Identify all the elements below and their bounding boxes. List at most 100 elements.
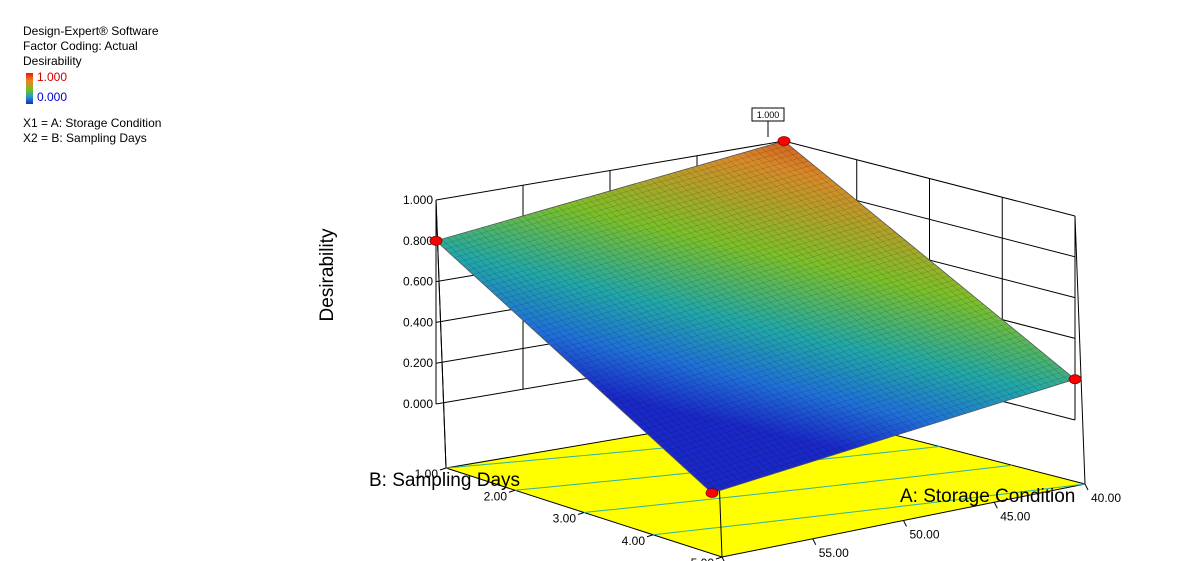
design-point bbox=[777, 136, 791, 146]
mesh-line bbox=[563, 203, 846, 452]
b-tick-mark bbox=[646, 534, 654, 538]
mesh-line bbox=[760, 147, 1051, 388]
a-tick-mark bbox=[721, 556, 725, 561]
mesh-line bbox=[534, 212, 816, 461]
mesh-line bbox=[447, 237, 725, 490]
mesh-line bbox=[619, 299, 979, 410]
z-tick-label: 0.600 bbox=[403, 275, 433, 289]
mesh-line bbox=[564, 251, 920, 359]
color-scale-max: 1.000 bbox=[37, 70, 68, 84]
mesh-line bbox=[587, 271, 945, 380]
mesh-line bbox=[665, 339, 1027, 452]
mesh-line bbox=[598, 194, 882, 441]
mesh-line bbox=[679, 170, 967, 414]
b-tick-label: 5.00 bbox=[691, 556, 715, 561]
b-tick-mark bbox=[577, 512, 585, 515]
mesh-line bbox=[440, 144, 789, 246]
z-tick-label: 0.000 bbox=[403, 397, 433, 411]
mesh-line bbox=[696, 165, 985, 408]
mesh-line bbox=[499, 222, 779, 473]
mesh-line bbox=[511, 218, 791, 469]
mesh-line bbox=[731, 155, 1021, 397]
mesh-line bbox=[679, 351, 1042, 464]
mesh-line bbox=[675, 347, 1037, 460]
mesh-line bbox=[560, 247, 916, 355]
mesh-line bbox=[491, 188, 843, 292]
mesh-line bbox=[476, 228, 755, 480]
contour-line bbox=[652, 483, 1086, 536]
mesh-line bbox=[604, 192, 888, 439]
design-point bbox=[705, 488, 719, 498]
mesh-line bbox=[627, 185, 912, 431]
mesh-line bbox=[638, 315, 998, 427]
color-scale-swatch bbox=[26, 73, 33, 104]
mesh-line bbox=[555, 243, 911, 351]
mesh-line bbox=[601, 283, 959, 393]
mesh-line bbox=[505, 220, 785, 471]
mesh-line bbox=[464, 232, 743, 484]
mesh-line bbox=[445, 148, 794, 250]
factor-x2-label: X2 = B: Sampling Days bbox=[23, 131, 147, 145]
max-value-flag: 1.000 bbox=[751, 107, 785, 137]
design-points bbox=[429, 136, 1082, 498]
a-tick-mark bbox=[903, 520, 907, 527]
frame-edge bbox=[1074, 215, 1086, 485]
a-tick-label: 45.00 bbox=[1000, 509, 1030, 523]
b-tick-label: 3.00 bbox=[553, 512, 577, 526]
z-tick-label: 0.400 bbox=[403, 315, 433, 329]
mesh-line bbox=[449, 152, 799, 254]
mesh-line bbox=[650, 179, 937, 424]
mesh-line bbox=[633, 311, 993, 422]
mesh-line bbox=[647, 323, 1008, 435]
mesh-line bbox=[504, 200, 857, 305]
factor-x1-label: X1 = A: Storage Condition bbox=[23, 116, 162, 130]
mesh-line bbox=[656, 177, 943, 422]
mesh-line bbox=[743, 152, 1033, 393]
mesh-line bbox=[575, 200, 858, 448]
mesh-line bbox=[500, 196, 852, 300]
mesh-line bbox=[481, 180, 833, 284]
a-axis-label: A: Storage Condition bbox=[900, 486, 1075, 507]
mesh-line bbox=[493, 223, 773, 475]
mesh-line bbox=[486, 184, 838, 288]
mesh-line bbox=[707, 374, 1071, 490]
response-label: Desirability bbox=[23, 54, 82, 68]
mesh-line bbox=[540, 210, 822, 460]
a-tick-mark bbox=[993, 502, 998, 509]
b-tick-label: 4.00 bbox=[622, 534, 646, 548]
mesh-line bbox=[624, 303, 983, 414]
mesh-line bbox=[596, 279, 954, 389]
mesh-line bbox=[688, 359, 1051, 473]
mesh-line bbox=[477, 176, 828, 279]
mesh-line bbox=[472, 172, 823, 275]
a-tick-mark bbox=[1084, 483, 1089, 491]
mesh-line bbox=[702, 370, 1066, 485]
a-tick-label: 40.00 bbox=[1091, 491, 1121, 505]
mesh-line bbox=[551, 207, 834, 456]
mesh-line bbox=[518, 212, 872, 317]
z-axis-label: Desirability bbox=[317, 228, 338, 321]
mesh-line bbox=[673, 172, 961, 416]
mesh-line bbox=[468, 168, 819, 271]
mesh-line bbox=[638, 182, 924, 427]
mesh-line bbox=[661, 335, 1022, 448]
mesh-line bbox=[737, 154, 1027, 395]
a-tick-label: 50.00 bbox=[910, 528, 940, 542]
mesh-line bbox=[702, 164, 991, 406]
z-tick-label: 0.200 bbox=[403, 356, 433, 370]
mesh-line bbox=[725, 157, 1015, 399]
mesh-line bbox=[652, 327, 1013, 439]
mesh-line bbox=[667, 174, 955, 418]
mesh-line bbox=[592, 195, 876, 443]
mesh-line bbox=[642, 319, 1003, 431]
surface-mesh bbox=[440, 142, 1071, 492]
mesh-line bbox=[527, 220, 882, 326]
b-tick-mark bbox=[715, 556, 723, 560]
mesh-line bbox=[550, 239, 906, 347]
z-tick-label: 1.000 bbox=[403, 193, 433, 207]
mesh-line bbox=[458, 233, 737, 486]
mesh-line bbox=[463, 164, 814, 267]
mesh-line bbox=[754, 149, 1045, 389]
